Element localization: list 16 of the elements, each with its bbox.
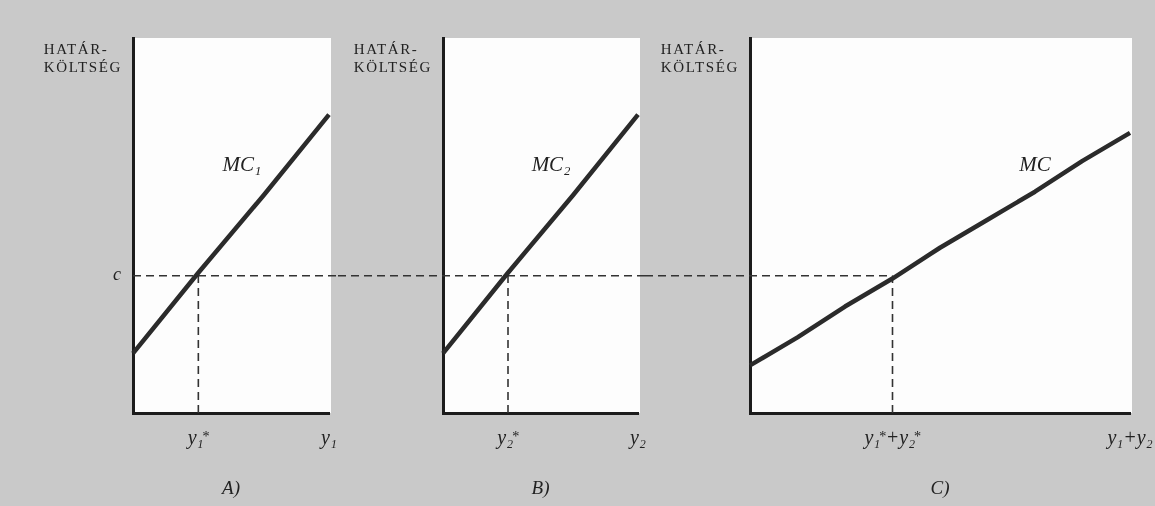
x-tick-label: y₁$^{*}$+y₂$^{*}$ [864,425,921,449]
y-axis-title: HATÁR-KÖLTSÉG [660,40,740,76]
text: C) [930,477,950,499]
x-tick-label: y₁ [321,425,337,449]
x-tick-label: y₁$^{*}$ [187,425,209,449]
ref-line-label: c [113,264,121,285]
x-tick-label: y₂ [630,425,646,449]
y-axis-title: HATÁR-KÖLTSÉG [43,40,123,76]
text: B) [531,477,550,499]
x-tick-label: y₁+y₂ [1107,425,1153,449]
series-label: MC₂ [530,152,571,177]
x-tick-label: y₂$^{*}$ [497,425,519,449]
series-label: MC [1018,152,1052,177]
y-axis-title: HATÁR-KÖLTSÉG [353,40,433,76]
series-label: MC₁ [221,152,262,177]
text: A) [222,477,240,499]
